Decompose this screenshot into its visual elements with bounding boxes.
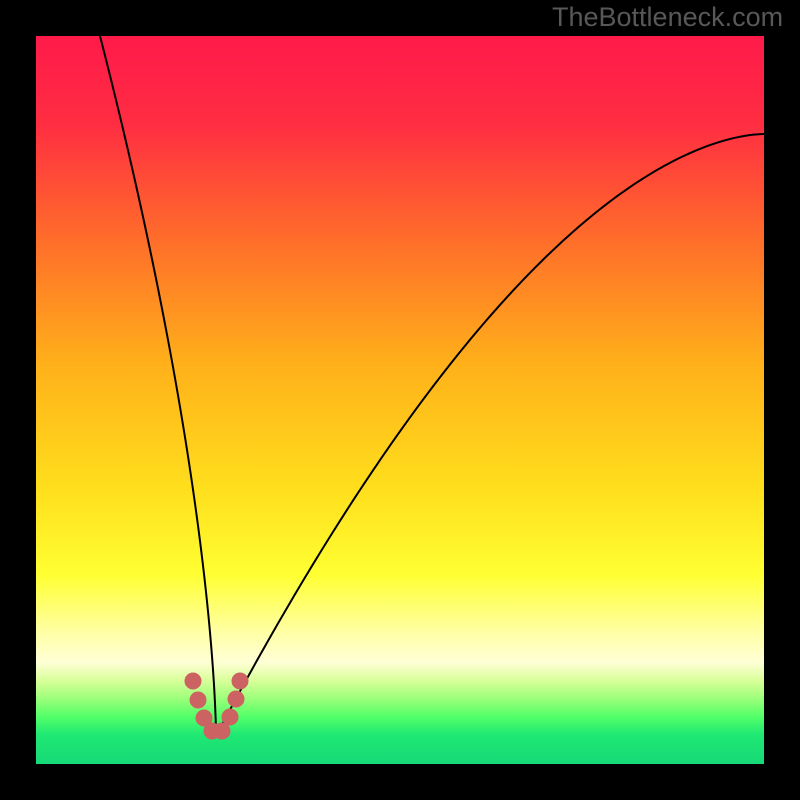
plot-area — [36, 36, 764, 764]
marker-dot — [222, 709, 238, 725]
gradient-background — [36, 36, 764, 764]
marker-dot — [232, 673, 248, 689]
marker-dot — [228, 691, 244, 707]
marker-dot — [214, 723, 230, 739]
watermark-text: TheBottleneck.com — [552, 2, 783, 33]
plot-svg — [36, 36, 764, 764]
marker-dot — [190, 692, 206, 708]
marker-dot — [185, 673, 201, 689]
